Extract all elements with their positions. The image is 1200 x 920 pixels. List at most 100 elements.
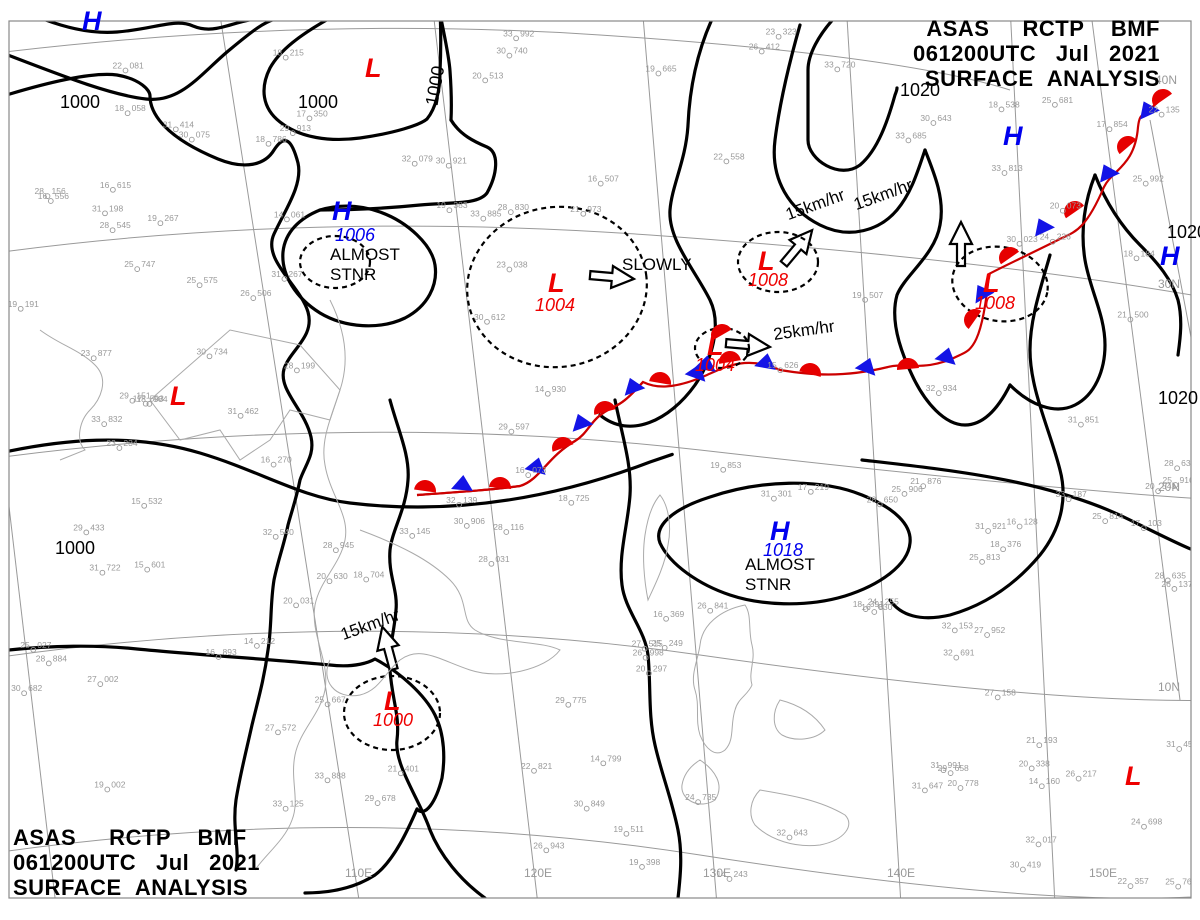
- svg-text:18: 18: [989, 99, 999, 109]
- svg-text:23: 23: [496, 260, 506, 270]
- svg-text:877: 877: [98, 348, 112, 358]
- svg-text:643: 643: [794, 828, 808, 838]
- svg-text:075: 075: [196, 130, 210, 140]
- svg-text:952: 952: [991, 625, 1005, 635]
- svg-text:647: 647: [929, 780, 943, 790]
- svg-text:24: 24: [1131, 817, 1141, 827]
- svg-text:943: 943: [550, 840, 564, 850]
- svg-text:28: 28: [100, 220, 110, 230]
- svg-text:31: 31: [228, 406, 238, 416]
- svg-text:26: 26: [533, 840, 543, 850]
- svg-text:226: 226: [1057, 232, 1071, 242]
- svg-text:30: 30: [436, 156, 446, 166]
- svg-text:27: 27: [974, 625, 984, 635]
- svg-text:558: 558: [730, 151, 744, 161]
- svg-text:17: 17: [133, 394, 143, 404]
- svg-text:22: 22: [113, 61, 123, 71]
- svg-text:22: 22: [521, 761, 531, 771]
- svg-text:507: 507: [605, 174, 619, 184]
- svg-text:832: 832: [108, 414, 122, 424]
- svg-text:29: 29: [555, 695, 565, 705]
- svg-text:058: 058: [132, 103, 146, 113]
- svg-text:267: 267: [164, 213, 178, 223]
- svg-text:601: 601: [151, 560, 165, 570]
- svg-text:433: 433: [90, 522, 104, 532]
- svg-text:30: 30: [11, 683, 21, 693]
- svg-text:681: 681: [1059, 95, 1073, 105]
- svg-text:198: 198: [109, 203, 123, 213]
- svg-text:33: 33: [470, 209, 480, 219]
- svg-text:32: 32: [402, 154, 412, 164]
- svg-text:25: 25: [315, 694, 325, 704]
- svg-text:215: 215: [290, 48, 304, 58]
- svg-text:33: 33: [273, 799, 283, 809]
- svg-text:575: 575: [204, 275, 218, 285]
- svg-text:853: 853: [727, 460, 741, 470]
- svg-text:14: 14: [244, 636, 254, 646]
- svg-text:30: 30: [474, 312, 484, 322]
- svg-text:22: 22: [1118, 876, 1128, 886]
- svg-text:193: 193: [1043, 735, 1057, 745]
- svg-text:338: 338: [1036, 758, 1050, 768]
- svg-text:414: 414: [180, 119, 194, 129]
- svg-text:538: 538: [1006, 99, 1020, 109]
- svg-text:992: 992: [1150, 174, 1164, 184]
- svg-text:023: 023: [1024, 234, 1038, 244]
- svg-text:849: 849: [591, 799, 605, 809]
- svg-text:14: 14: [535, 384, 545, 394]
- svg-text:650: 650: [884, 494, 898, 504]
- svg-text:25: 25: [892, 484, 902, 494]
- svg-text:930: 930: [552, 384, 566, 394]
- svg-text:031: 031: [495, 554, 509, 564]
- svg-text:32: 32: [943, 648, 953, 658]
- svg-text:813: 813: [986, 552, 1000, 562]
- svg-text:15: 15: [131, 496, 141, 506]
- svg-text:234: 234: [123, 438, 137, 448]
- svg-text:184: 184: [1141, 248, 1155, 258]
- svg-text:786: 786: [273, 134, 287, 144]
- svg-text:31: 31: [89, 563, 99, 573]
- svg-text:32: 32: [446, 495, 456, 505]
- svg-text:027: 027: [37, 640, 51, 650]
- svg-text:19: 19: [436, 200, 446, 210]
- svg-text:16: 16: [1007, 517, 1017, 527]
- svg-text:20: 20: [283, 595, 293, 605]
- svg-text:24: 24: [685, 792, 695, 802]
- svg-text:665: 665: [662, 64, 676, 74]
- svg-text:383: 383: [453, 200, 467, 210]
- svg-text:685: 685: [912, 130, 926, 140]
- svg-text:511: 511: [630, 824, 644, 834]
- svg-text:33: 33: [1056, 489, 1066, 499]
- svg-text:841: 841: [714, 601, 728, 611]
- svg-text:814: 814: [1109, 511, 1123, 521]
- svg-text:18: 18: [990, 539, 1000, 549]
- svg-text:18: 18: [353, 570, 363, 580]
- svg-text:419: 419: [1027, 860, 1041, 870]
- svg-text:515: 515: [649, 639, 663, 649]
- svg-text:18: 18: [115, 103, 125, 113]
- svg-text:401: 401: [405, 763, 419, 773]
- svg-text:462: 462: [245, 406, 259, 416]
- svg-text:15: 15: [767, 360, 777, 370]
- svg-text:21: 21: [388, 763, 398, 773]
- svg-text:14: 14: [274, 209, 284, 219]
- svg-text:156: 156: [52, 186, 66, 196]
- svg-text:25: 25: [124, 259, 134, 269]
- svg-text:20: 20: [948, 778, 958, 788]
- svg-text:27: 27: [985, 687, 995, 697]
- svg-text:682: 682: [28, 683, 42, 693]
- svg-text:32: 32: [263, 527, 273, 537]
- svg-text:851: 851: [1085, 415, 1099, 425]
- svg-text:32: 32: [926, 383, 936, 393]
- svg-text:26: 26: [240, 288, 250, 298]
- svg-text:18: 18: [853, 599, 863, 609]
- svg-text:297: 297: [653, 663, 667, 673]
- svg-text:18: 18: [256, 134, 266, 144]
- svg-text:145: 145: [416, 526, 430, 536]
- svg-text:33: 33: [399, 526, 409, 536]
- svg-text:854: 854: [1114, 119, 1128, 129]
- svg-text:28: 28: [498, 202, 508, 212]
- svg-text:25: 25: [20, 640, 30, 650]
- svg-text:691: 691: [960, 648, 974, 658]
- svg-text:18: 18: [558, 493, 568, 503]
